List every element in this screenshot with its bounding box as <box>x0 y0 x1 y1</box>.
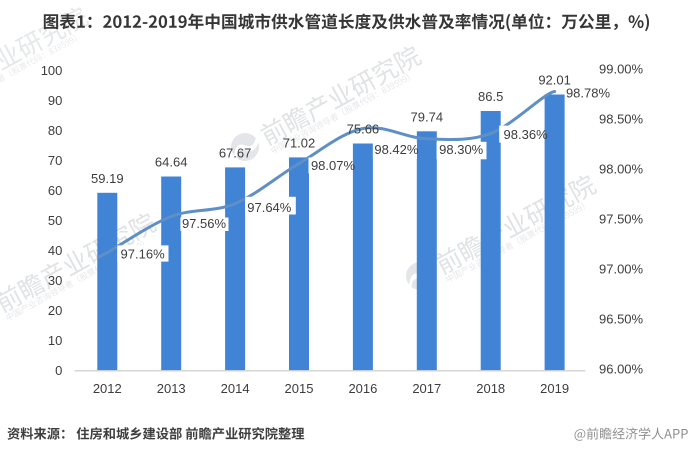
svg-text:79.74: 79.74 <box>411 109 444 124</box>
svg-text:97.64%: 97.64% <box>247 200 292 215</box>
svg-text:97.00%: 97.00% <box>599 261 644 276</box>
svg-text:98.42%: 98.42% <box>374 142 419 157</box>
svg-text:2016: 2016 <box>348 381 377 396</box>
svg-text:98.78%: 98.78% <box>566 86 611 101</box>
svg-text:2017: 2017 <box>412 381 441 396</box>
svg-text:2014: 2014 <box>221 381 250 396</box>
svg-text:100: 100 <box>41 63 63 78</box>
svg-text:98.30%: 98.30% <box>439 142 484 157</box>
svg-text:97.56%: 97.56% <box>182 216 227 231</box>
svg-text:2019: 2019 <box>540 381 569 396</box>
svg-text:92.01: 92.01 <box>538 73 571 88</box>
svg-text:50: 50 <box>48 213 62 228</box>
svg-text:98.50%: 98.50% <box>599 111 644 126</box>
svg-text:40: 40 <box>48 243 62 258</box>
svg-text:60: 60 <box>48 183 62 198</box>
svg-text:71.02: 71.02 <box>283 135 316 150</box>
svg-text:20: 20 <box>48 303 62 318</box>
svg-text:98.07%: 98.07% <box>311 158 356 173</box>
svg-text:98.36%: 98.36% <box>504 127 549 142</box>
svg-text:0: 0 <box>55 363 62 378</box>
svg-text:2012: 2012 <box>93 381 122 396</box>
svg-text:98.00%: 98.00% <box>599 161 644 176</box>
svg-text:64.64: 64.64 <box>155 155 188 170</box>
svg-text:2013: 2013 <box>157 381 186 396</box>
svg-text:97.16%: 97.16% <box>121 247 166 262</box>
svg-text:30: 30 <box>48 273 62 288</box>
svg-text:96.00%: 96.00% <box>599 361 644 376</box>
svg-text:90: 90 <box>48 93 62 108</box>
svg-text:99.00%: 99.00% <box>599 61 644 76</box>
svg-text:96.50%: 96.50% <box>599 311 644 326</box>
svg-text:2018: 2018 <box>476 381 505 396</box>
svg-text:86.5: 86.5 <box>478 89 503 104</box>
svg-text:97.50%: 97.50% <box>599 211 644 226</box>
svg-text:2015: 2015 <box>285 381 314 396</box>
svg-text:75.66: 75.66 <box>347 122 380 137</box>
svg-text:59.19: 59.19 <box>91 171 124 186</box>
svg-text:80: 80 <box>48 123 62 138</box>
svg-text:67.67: 67.67 <box>219 145 252 160</box>
svg-text:10: 10 <box>48 333 62 348</box>
svg-text:70: 70 <box>48 153 62 168</box>
